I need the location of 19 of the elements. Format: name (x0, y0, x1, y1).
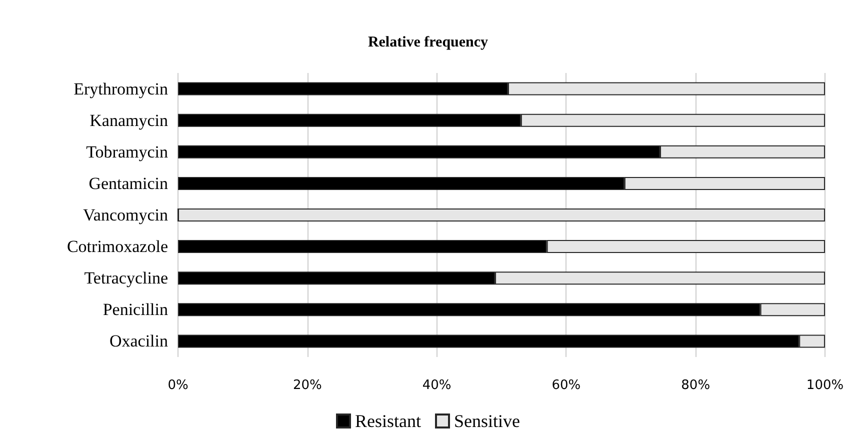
y-tick-label: Erythromycin (74, 79, 168, 98)
y-tick-label: Gentamicin (88, 174, 168, 193)
legend-label: Resistant (355, 411, 422, 431)
y-tick-label: Cotrimoxazole (66, 237, 168, 256)
x-tick-label: 40% (422, 378, 452, 393)
x-tick-label: 20% (292, 378, 322, 393)
y-tick-label: Vancomycin (83, 206, 168, 224)
chart-title: Relative frequency (368, 34, 489, 50)
x-tick-label: 0% (168, 378, 188, 393)
legend-label: Sensitive (454, 411, 520, 431)
y-tick-label: Kanamycin (90, 110, 168, 130)
x-tick-label: 100% (806, 378, 844, 393)
y-tick-label: Oxacilin (109, 332, 168, 351)
y-tick-label: Penicillin (102, 300, 168, 320)
y-tick-label: Tobramycin (86, 142, 168, 162)
x-tick-label: 60% (552, 378, 581, 393)
y-tick-label: Tetracycline (84, 268, 168, 288)
bar (178, 208, 825, 222)
x-tick-label: 80% (681, 378, 710, 393)
